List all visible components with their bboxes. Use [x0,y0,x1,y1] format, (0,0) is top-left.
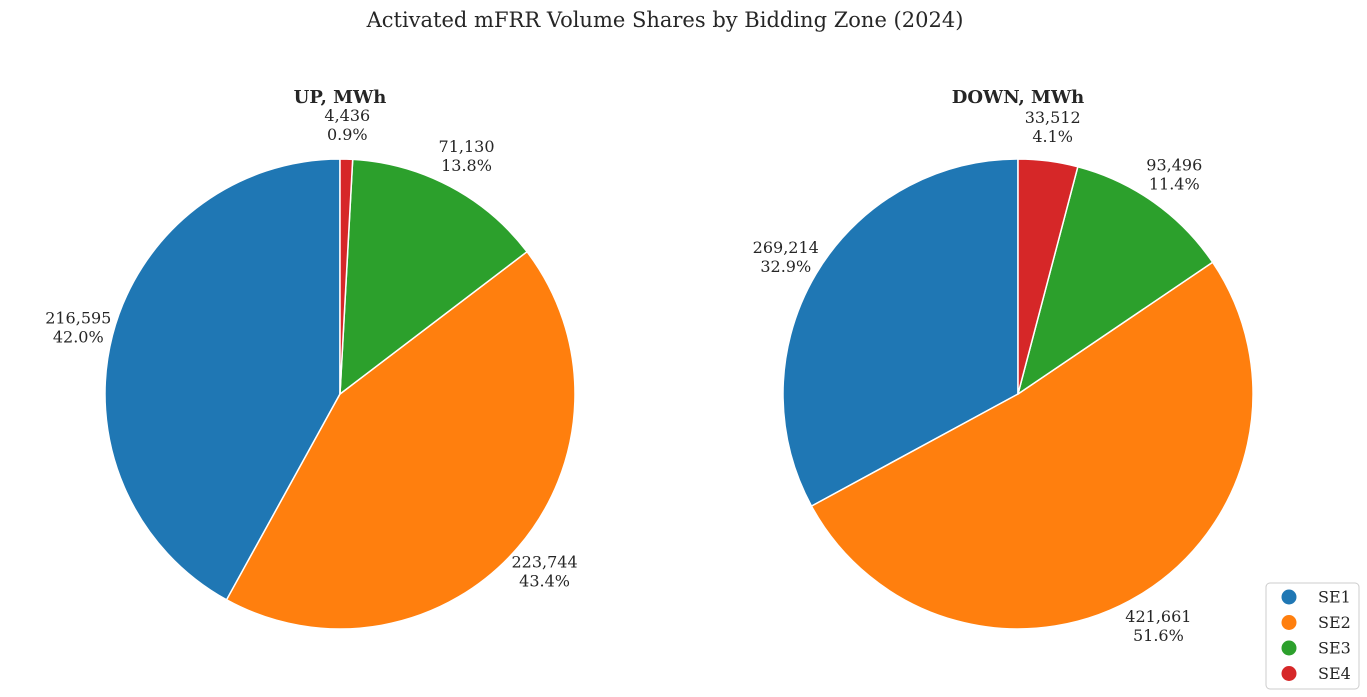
pie-up-percent-label: 43.4% [519,572,570,591]
legend-marker [1281,640,1297,656]
pie-up-value-label: 71,130 [439,137,495,156]
pie-up-title: UP, MWh [294,87,387,108]
pie-up-value-label: 216,595 [45,309,111,328]
pie-down-label-se3: 93,496 11.4% [1146,156,1202,194]
pie-up-slices [104,158,576,630]
figure-title: Activated mFRR Volume Shares by Bidding … [366,8,964,32]
pie-up-value-label: 223,744 [512,553,578,572]
pie-up-labels: 216,595 42.0% 223,744 43.4% 71,130 13.8% 4,436… [45,106,577,591]
pie-down-percent-label: 11.4% [1149,175,1200,194]
pie-down-value-label: 33,512 [1025,108,1081,127]
legend-items: SE1 SE2 SE3 SE4 [1281,588,1351,683]
legend-marker [1281,666,1297,681]
pie-down-slice-se3 [1017,165,1214,395]
pie-up-label-se4: 4,436 0.9% [324,106,370,144]
legend-marker [1281,615,1297,630]
legend-frame [1265,582,1360,690]
pie-chart-down: DOWN, MWh 269,214 32.9% 421,661 51.6% 93,496… [753,87,1254,645]
legend-marker [1281,589,1297,605]
pie-up-slice-se4 [339,158,354,395]
pie-down-label-se1: 269,214 32.9% [753,238,819,276]
pie-down-label-se4: 33,512 4.1% [1025,108,1081,146]
legend-item-se2: SE2 [1281,613,1351,632]
pie-up-slice-se3 [339,158,528,395]
legend-item-se1: SE1 [1281,588,1351,607]
pie-down-slice-se1 [782,158,1019,507]
legend: SE1 SE2 SE3 SE4 [1265,582,1360,690]
pie-down-title: DOWN, MWh [952,87,1085,108]
pie-down-value-label: 93,496 [1146,156,1202,175]
pie-down-slices [782,158,1254,630]
legend-label: SE2 [1318,613,1351,632]
pie-down-value-label: 421,661 [1125,607,1191,626]
legend-label: SE3 [1318,639,1351,658]
pie-up-value-label: 4,436 [324,106,370,125]
pie-down-slice-se4 [1017,158,1079,395]
legend-item-se4: SE4 [1281,664,1351,683]
pie-down-label-se2: 421,661 51.6% [1125,607,1191,645]
legend-label: SE1 [1318,588,1351,607]
pie-down-percent-label: 32.9% [760,257,811,276]
pie-down-percent-label: 4.1% [1032,127,1073,146]
pie-down-slice-se2 [810,261,1254,630]
pie-up-label-se1: 216,595 42.0% [45,309,111,347]
pie-up-percent-label: 13.8% [441,156,492,175]
pie-up-slice-se2 [225,250,576,630]
pie-up-label-se2: 223,744 43.4% [512,553,578,591]
pie-up-label-se3: 71,130 13.8% [439,137,495,175]
pie-down-percent-label: 51.6% [1133,626,1184,645]
legend-item-se3: SE3 [1281,639,1351,658]
pie-up-slice-se1 [104,158,341,601]
pie-chart-up: UP, MWh 216,595 42.0% 223,744 43.4% 71,130 13… [45,87,578,630]
pie-up-percent-label: 0.9% [327,125,368,144]
pie-down-value-label: 269,214 [753,238,819,257]
pie-up-percent-label: 42.0% [53,328,104,347]
legend-label: SE4 [1318,664,1351,683]
pie-down-labels: 269,214 32.9% 421,661 51.6% 93,496 11.4% 33,51… [753,108,1203,645]
